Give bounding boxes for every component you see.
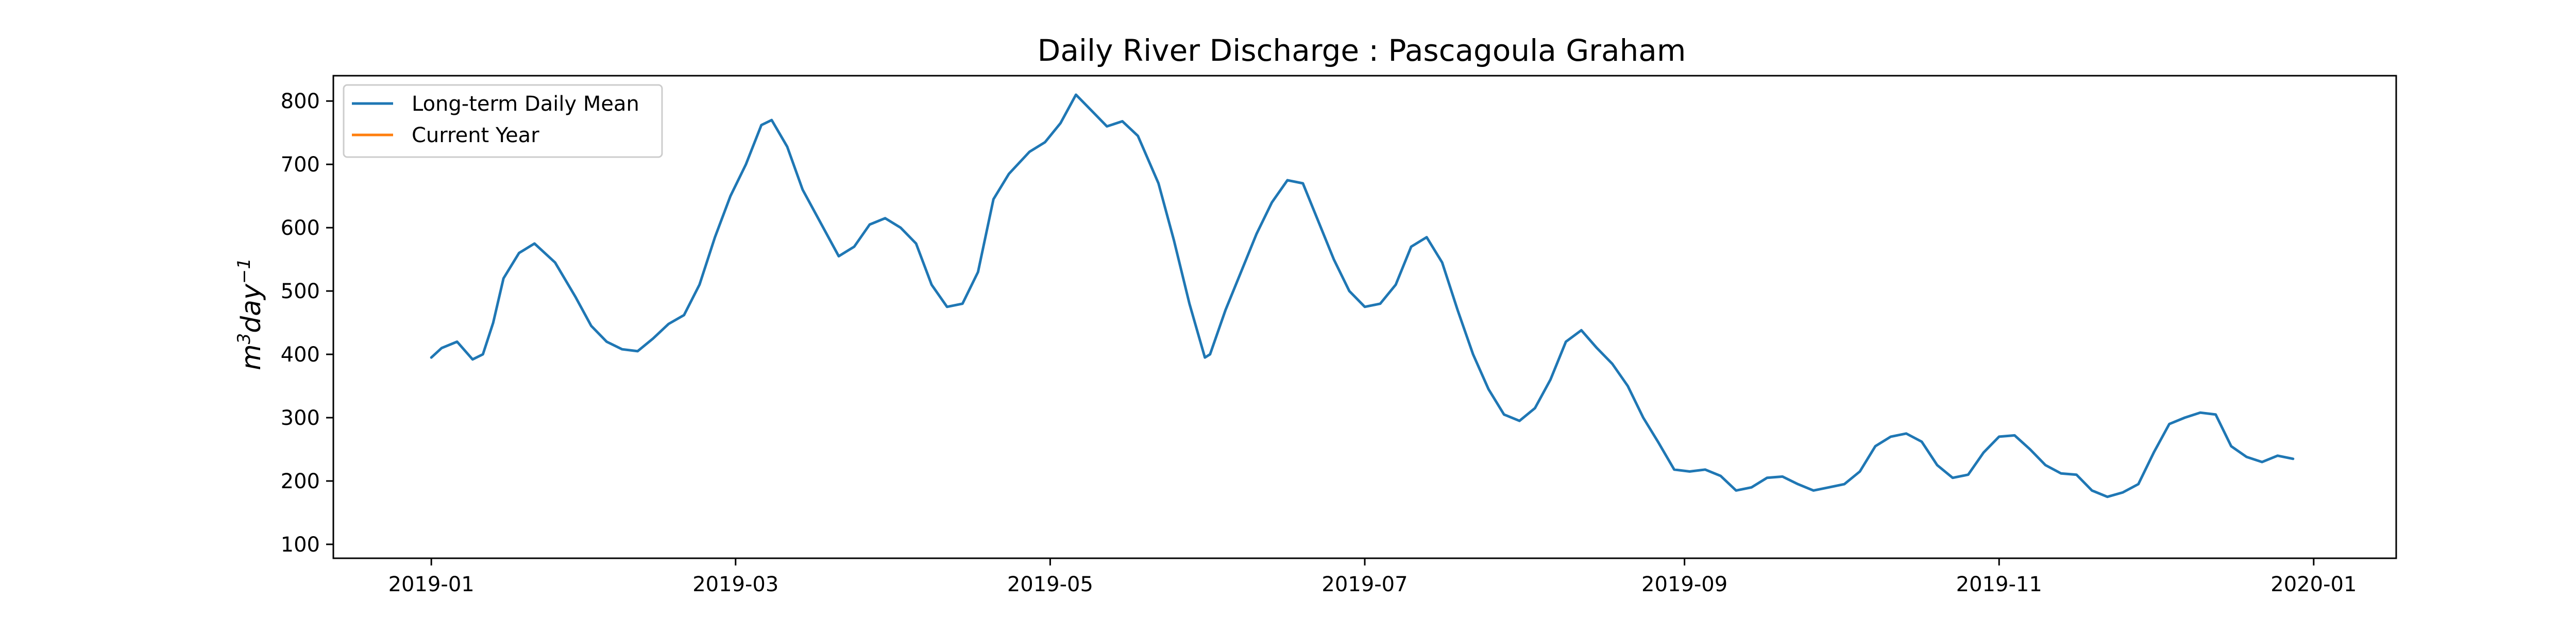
y-tick-label: 100 bbox=[281, 533, 320, 557]
series-layer bbox=[430, 93, 2295, 499]
x-tick-label: 2019-03 bbox=[692, 573, 778, 596]
y-tick-label: 300 bbox=[281, 406, 320, 430]
y-axis-label: m3day−1 bbox=[234, 258, 267, 370]
x-tick-label: 2019-11 bbox=[1956, 573, 2042, 596]
y-tick-label: 700 bbox=[281, 153, 320, 177]
legend-label-1: Current Year bbox=[412, 124, 539, 147]
y-tick-label: 600 bbox=[281, 216, 320, 240]
chart-title: Daily River Discharge : Pascagoula Graha… bbox=[1038, 33, 1686, 68]
legend-frame bbox=[343, 84, 663, 158]
y-tick-label: 400 bbox=[281, 343, 320, 367]
y-axis: 100 200 300 400 500 600 700 800 bbox=[281, 90, 333, 557]
y-tick-label: 200 bbox=[281, 470, 320, 493]
x-tick-label: 2019-05 bbox=[1007, 573, 1093, 596]
x-tick-label: 2019-01 bbox=[388, 573, 474, 596]
x-tick-label: 2019-09 bbox=[1641, 573, 1727, 596]
legend: Long-term Daily Mean Current Year bbox=[343, 84, 663, 158]
x-tick-label: 2020-01 bbox=[2270, 573, 2357, 596]
series-line-0 bbox=[430, 93, 2295, 499]
x-tick-label: 2019-07 bbox=[1321, 573, 1408, 596]
x-axis: 2019-01 2019-03 2019-05 2019-07 2019-09 2019-… bbox=[388, 558, 2357, 596]
y-tick-label: 500 bbox=[281, 280, 320, 303]
y-tick-label: 800 bbox=[281, 90, 320, 113]
legend-label-0: Long-term Daily Mean bbox=[412, 92, 639, 116]
